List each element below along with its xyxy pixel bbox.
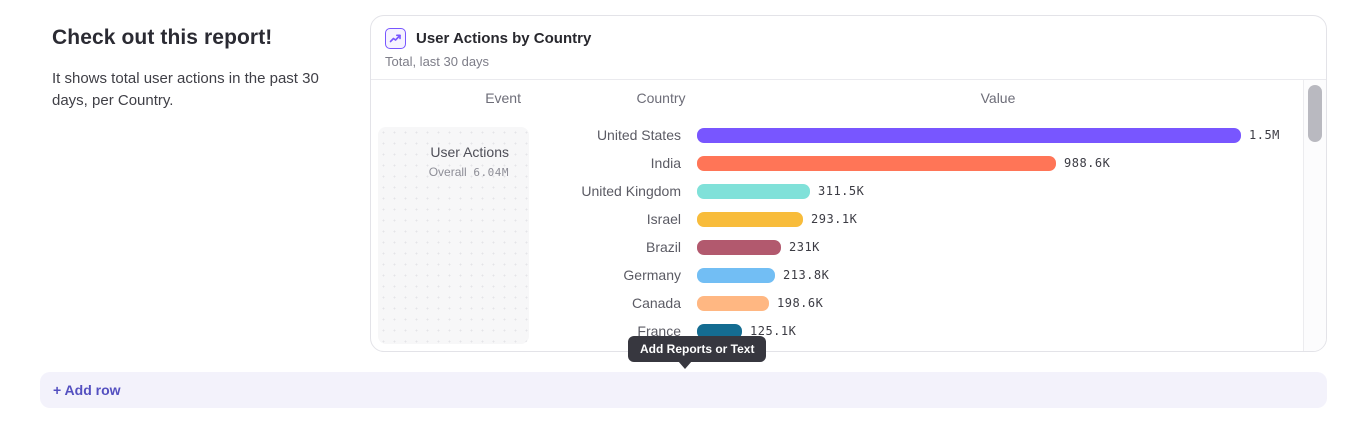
value-label: 213.8K [783,268,830,282]
chart-row[interactable]: United Kingdom 311.5K [371,177,1301,205]
report-subtitle: Total, last 30 days [385,54,490,69]
value-bar[interactable] [697,267,775,283]
page-description: It shows total user actions in the past … [52,70,319,109]
column-header-event: Event [485,90,521,106]
value-bar[interactable] [697,127,1241,143]
intro-block: Check out this report! It shows total us… [52,26,352,112]
country-label: Israel [646,211,681,227]
chart-row[interactable]: Canada 198.6K [371,289,1301,317]
event-cell[interactable]: User Actions Overall 6.04M [378,127,529,344]
column-header-value: Value [980,90,1016,106]
value-label: 311.5K [818,184,865,198]
chart-row[interactable]: India 988.6K [371,149,1301,177]
value-bar[interactable] [697,295,769,311]
chart-row[interactable]: Germany 213.8K [371,261,1301,289]
report-title: User Actions by Country [416,30,592,47]
value-label: 125.1K [750,324,797,338]
country-label: Brazil [645,239,681,255]
country-label: Germany [623,267,681,283]
chart-row[interactable]: Brazil 231K [371,233,1301,261]
report-card-header: User Actions by Country Total, last 30 d… [371,16,1326,80]
tooltip-caret-icon [678,361,692,369]
page-title: Check out this report! [52,26,273,49]
value-bar[interactable] [697,155,1056,171]
country-label: India [650,155,681,171]
value-label: 231K [789,240,820,254]
event-overall: Overall 6.04M [428,165,509,179]
report-card[interactable]: User Actions by Country Total, last 30 d… [370,15,1327,352]
report-table[interactable]: Event Country Value User Actions Overall… [371,80,1326,351]
country-label: United Kingdom [581,183,681,199]
value-bar[interactable] [697,183,810,199]
value-label: 293.1K [811,212,858,226]
chart-row[interactable]: Israel 293.1K [371,205,1301,233]
value-label: 988.6K [1064,156,1111,170]
column-header-country: Country [636,90,686,106]
country-label: France [637,323,681,339]
event-name: User Actions [430,144,509,160]
vertical-scrollbar[interactable] [1303,80,1326,351]
value-label: 1.5M [1249,128,1280,142]
country-label: United States [596,127,681,143]
value-label: 198.6K [777,296,824,310]
scrollbar-thumb[interactable] [1308,85,1322,142]
value-bar[interactable] [697,323,742,339]
value-bar[interactable] [697,211,803,227]
chart-row[interactable]: France 125.1K [371,317,1301,345]
chart-row[interactable]: United States 1.5M [371,121,1301,149]
value-bar[interactable] [697,239,781,255]
line-chart-icon [385,28,406,49]
add-reports-tooltip: Add Reports or Text [628,336,767,362]
bar-chart: United States 1.5M India 988.6K United Kingd… [371,121,1301,345]
add-row-button[interactable]: + Add row [40,372,1327,408]
country-label: Canada [631,295,681,311]
